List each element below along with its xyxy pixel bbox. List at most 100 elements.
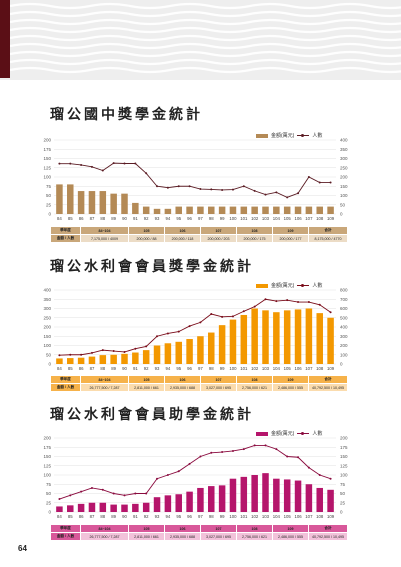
left-axis-tick-label: 125 bbox=[43, 463, 51, 468]
x-axis-tick-label: 106 bbox=[294, 514, 302, 519]
table-header-cell: 106 bbox=[164, 375, 201, 384]
line-point bbox=[112, 162, 115, 165]
right-axis-tick-label: 125 bbox=[340, 463, 348, 468]
line-point bbox=[188, 185, 191, 188]
line-point bbox=[307, 466, 310, 469]
legend-bar-swatch bbox=[256, 283, 268, 288]
line-point bbox=[134, 347, 137, 350]
bar bbox=[208, 486, 215, 512]
line-point bbox=[90, 165, 93, 168]
legend-line-label: 人數 bbox=[312, 133, 323, 139]
x-axis-tick-label: 98 bbox=[209, 366, 214, 371]
bar bbox=[77, 503, 85, 512]
legend-bar-swatch bbox=[256, 133, 268, 138]
left-axis-tick-label: 400 bbox=[43, 288, 51, 293]
table-header-cell: 合計 bbox=[308, 524, 348, 533]
left-axis-tick-label: 50 bbox=[46, 352, 52, 357]
line-point bbox=[297, 456, 300, 459]
bar bbox=[229, 319, 237, 364]
bar bbox=[67, 505, 74, 512]
line-point bbox=[210, 188, 213, 191]
bar bbox=[197, 206, 204, 214]
line-point bbox=[80, 353, 83, 356]
x-axis-tick-label: 97 bbox=[198, 514, 203, 519]
x-axis-tick-label: 107 bbox=[305, 216, 313, 221]
table-header-cell: 105 bbox=[128, 226, 165, 235]
table-cell: 2,935,000 / 688 bbox=[164, 383, 201, 392]
x-axis-tick-label: 92 bbox=[144, 216, 149, 221]
bar bbox=[110, 504, 117, 512]
right-axis-tick-label: 100 bbox=[340, 352, 348, 357]
line-point bbox=[101, 488, 104, 491]
bar bbox=[283, 206, 291, 214]
x-axis-tick-label: 87 bbox=[90, 514, 95, 519]
bar bbox=[197, 336, 204, 364]
line-point bbox=[58, 354, 61, 357]
x-axis-tick-label: 85 bbox=[68, 216, 73, 221]
bar bbox=[273, 478, 280, 512]
bar bbox=[262, 473, 269, 512]
line-point bbox=[166, 474, 169, 476]
legend-line-swatch bbox=[297, 284, 310, 287]
table-header-cell: 合計 bbox=[308, 375, 348, 384]
table-header-cell: 109 bbox=[272, 375, 309, 384]
legend-bar-swatch bbox=[256, 431, 268, 436]
section-title: 瑠公水利會會員獎學金統計 bbox=[50, 259, 254, 275]
right-axis-tick-label: 175 bbox=[340, 445, 348, 450]
table-cell: 2,486,000 / 555 bbox=[272, 383, 309, 392]
bar bbox=[56, 184, 63, 214]
x-axis-tick-label: 90 bbox=[122, 366, 127, 371]
x-axis-tick-label: 93 bbox=[155, 514, 160, 519]
summary-table: 學年度 84~104 105 106 107 108 109 合計 金額 / 人數 7,175,… bbox=[50, 226, 348, 243]
bar bbox=[229, 206, 237, 214]
line-point bbox=[275, 448, 278, 451]
x-axis-tick-label: 96 bbox=[187, 514, 192, 519]
x-axis-tick-label: 95 bbox=[176, 514, 181, 519]
x-axis-tick-label: 106 bbox=[294, 216, 302, 221]
x-axis-tick-label: 101 bbox=[240, 366, 248, 371]
table-cell: 金額 / 人數 bbox=[50, 532, 81, 541]
table-cell: 40,792,500 / 10,495 bbox=[308, 383, 348, 392]
bar bbox=[316, 487, 323, 512]
bar bbox=[218, 485, 226, 512]
x-axis-tick-label: 96 bbox=[187, 366, 192, 371]
line-point bbox=[242, 448, 245, 451]
legend-line-label: 人數 bbox=[312, 431, 323, 437]
bar bbox=[305, 206, 313, 214]
line-point bbox=[286, 299, 289, 302]
table-cell: 7,175,000 / 4009 bbox=[80, 234, 129, 243]
line-point bbox=[80, 490, 83, 493]
line-point bbox=[275, 191, 278, 194]
line-point bbox=[145, 345, 148, 348]
bar bbox=[283, 479, 291, 512]
bar bbox=[294, 480, 302, 512]
line-point bbox=[231, 188, 234, 191]
line-point bbox=[177, 185, 180, 188]
table-header-cell: 學年度 bbox=[50, 226, 81, 235]
right-axis-tick-label: 150 bbox=[340, 454, 348, 459]
left-axis-tick-label: 0 bbox=[48, 510, 51, 515]
x-axis-tick-label: 105 bbox=[284, 514, 292, 519]
table-header-cell: 109 bbox=[272, 524, 309, 533]
right-axis-tick-label: 800 bbox=[340, 288, 348, 293]
left-axis-tick-label: 150 bbox=[43, 334, 51, 339]
line-point bbox=[253, 189, 256, 192]
line-point bbox=[188, 325, 191, 328]
bar bbox=[164, 495, 172, 512]
x-axis-tick-label: 101 bbox=[240, 216, 248, 221]
left-axis-tick-label: 100 bbox=[43, 473, 51, 478]
bar bbox=[132, 352, 139, 364]
x-axis-tick-label: 89 bbox=[111, 366, 116, 371]
bar bbox=[121, 353, 128, 364]
x-axis-tick-label: 86 bbox=[79, 366, 84, 371]
left-axis-tick-label: 25 bbox=[46, 500, 52, 505]
table-cell: 3,027,000 / 695 bbox=[200, 532, 237, 541]
bar bbox=[99, 355, 107, 364]
table-header-cell: 107 bbox=[200, 524, 237, 533]
table-cell: 2,486,000 / 555 bbox=[272, 532, 309, 541]
bar bbox=[175, 341, 182, 364]
line-point bbox=[177, 470, 180, 473]
right-axis-tick-label: 25 bbox=[340, 500, 346, 505]
x-axis-tick-label: 100 bbox=[229, 366, 237, 371]
table-header-cell: 合計 bbox=[308, 226, 348, 235]
